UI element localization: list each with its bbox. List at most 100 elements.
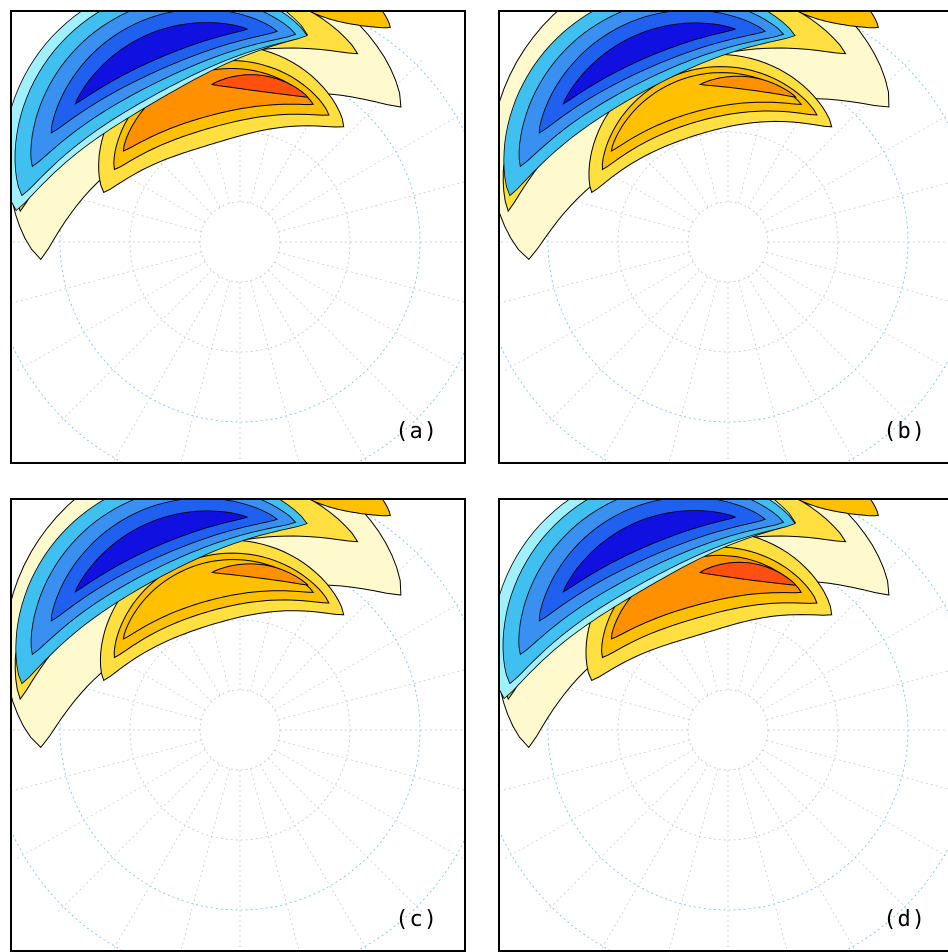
contour-deep-blue bbox=[74, 22, 249, 105]
meridian-line bbox=[14, 261, 206, 373]
meridian-line bbox=[12, 668, 202, 720]
meridian-line bbox=[259, 764, 368, 950]
meridian-line bbox=[766, 182, 948, 232]
polar-grid bbox=[500, 500, 948, 950]
contour-deep-blue bbox=[562, 510, 737, 593]
contour-orange bbox=[610, 72, 803, 152]
contour-map-a bbox=[12, 12, 464, 462]
meridian-line bbox=[274, 600, 464, 711]
meridian-line bbox=[747, 276, 856, 462]
meridian-line bbox=[738, 500, 790, 692]
meridian-line bbox=[543, 758, 700, 915]
panel-label-b: (b) bbox=[883, 419, 926, 444]
contour-blue bbox=[50, 500, 279, 622]
polar-grid bbox=[12, 500, 464, 950]
contour-gold-cap bbox=[310, 12, 391, 29]
meridian-line bbox=[55, 758, 212, 915]
meridian-line bbox=[738, 768, 788, 950]
meridian-line bbox=[274, 749, 464, 860]
contour-gold-cap bbox=[310, 500, 391, 517]
meridian-line bbox=[756, 545, 913, 702]
contour-red-core bbox=[210, 74, 309, 98]
meridian-line bbox=[55, 270, 212, 427]
meridian-line bbox=[12, 180, 202, 232]
meridian-line bbox=[666, 12, 718, 204]
meridian-line bbox=[762, 114, 948, 223]
contour-red-core bbox=[698, 75, 797, 98]
meridian-line bbox=[543, 270, 700, 427]
meridian-line bbox=[250, 768, 300, 950]
meridian-line bbox=[180, 280, 230, 462]
contour-gold-cap bbox=[798, 12, 879, 29]
meridian-line bbox=[766, 252, 948, 302]
meridian-line bbox=[268, 758, 425, 915]
meridian-line bbox=[250, 500, 302, 692]
map-panel-c: (c) bbox=[10, 498, 466, 952]
meridian-line bbox=[14, 749, 206, 861]
contour-blue bbox=[538, 12, 767, 134]
meridian-line bbox=[600, 764, 709, 950]
meridian-line bbox=[250, 280, 300, 462]
meridian-line bbox=[112, 764, 221, 950]
meridian-line bbox=[180, 768, 230, 950]
contour-orange bbox=[122, 559, 315, 640]
meridian-line bbox=[666, 500, 718, 692]
latitude-circle bbox=[199, 689, 281, 771]
meridian-line bbox=[178, 500, 230, 692]
contour-gold-cap bbox=[798, 500, 879, 517]
contour-bands bbox=[500, 12, 890, 261]
meridian-line bbox=[502, 261, 694, 373]
meridian-line bbox=[738, 280, 788, 462]
meridian-line bbox=[278, 740, 464, 791]
contour-bands bbox=[500, 500, 890, 749]
panel-label-a: (a) bbox=[395, 419, 438, 444]
map-panel-a: (a) bbox=[10, 10, 466, 464]
meridian-line bbox=[250, 12, 302, 204]
contour-deep-blue bbox=[562, 22, 737, 105]
map-panel-b: (b) bbox=[498, 10, 948, 464]
meridian-line bbox=[762, 602, 948, 711]
meridian-line bbox=[268, 270, 425, 427]
meridian-line bbox=[12, 252, 202, 304]
meridian-line bbox=[762, 749, 948, 858]
contour-blue bbox=[538, 500, 767, 622]
latitude-circle bbox=[199, 201, 281, 283]
contour-bands bbox=[12, 12, 402, 261]
meridian-line bbox=[12, 740, 202, 792]
latitude-circle bbox=[687, 201, 769, 283]
meridian-line bbox=[756, 758, 913, 915]
meridian-line bbox=[762, 261, 948, 370]
meridian-line bbox=[259, 276, 368, 462]
contour-bands bbox=[12, 500, 402, 749]
latitude-circle bbox=[687, 689, 769, 771]
map-panel-d: (d) bbox=[498, 498, 948, 952]
meridian-line bbox=[766, 740, 948, 790]
meridian-line bbox=[278, 669, 464, 720]
panel-label-d: (d) bbox=[883, 907, 926, 932]
meridian-line bbox=[500, 180, 690, 232]
contour-map-c bbox=[12, 500, 464, 950]
meridian-line bbox=[274, 261, 464, 372]
meridian-line bbox=[747, 764, 856, 950]
meridian-line bbox=[502, 749, 694, 861]
meridian-line bbox=[278, 252, 464, 303]
meridian-line bbox=[274, 112, 464, 223]
contour-map-d bbox=[500, 500, 948, 950]
meridian-line bbox=[278, 181, 464, 232]
meridian-line bbox=[178, 12, 230, 204]
meridian-line bbox=[500, 668, 690, 720]
meridian-line bbox=[268, 545, 425, 702]
meridian-line bbox=[756, 270, 913, 427]
meridian-line bbox=[766, 670, 948, 720]
meridian-line bbox=[112, 276, 221, 462]
contour-red-core bbox=[210, 563, 309, 586]
meridian-line bbox=[500, 740, 690, 792]
contour-deep-blue bbox=[74, 510, 249, 593]
contour-map-b bbox=[500, 12, 948, 462]
contour-red-core bbox=[698, 561, 797, 586]
meridian-line bbox=[600, 276, 709, 462]
panel-label-c: (c) bbox=[395, 907, 438, 932]
meridian-line bbox=[500, 252, 690, 304]
contour-blue bbox=[50, 12, 279, 134]
meridian-line bbox=[668, 280, 718, 462]
